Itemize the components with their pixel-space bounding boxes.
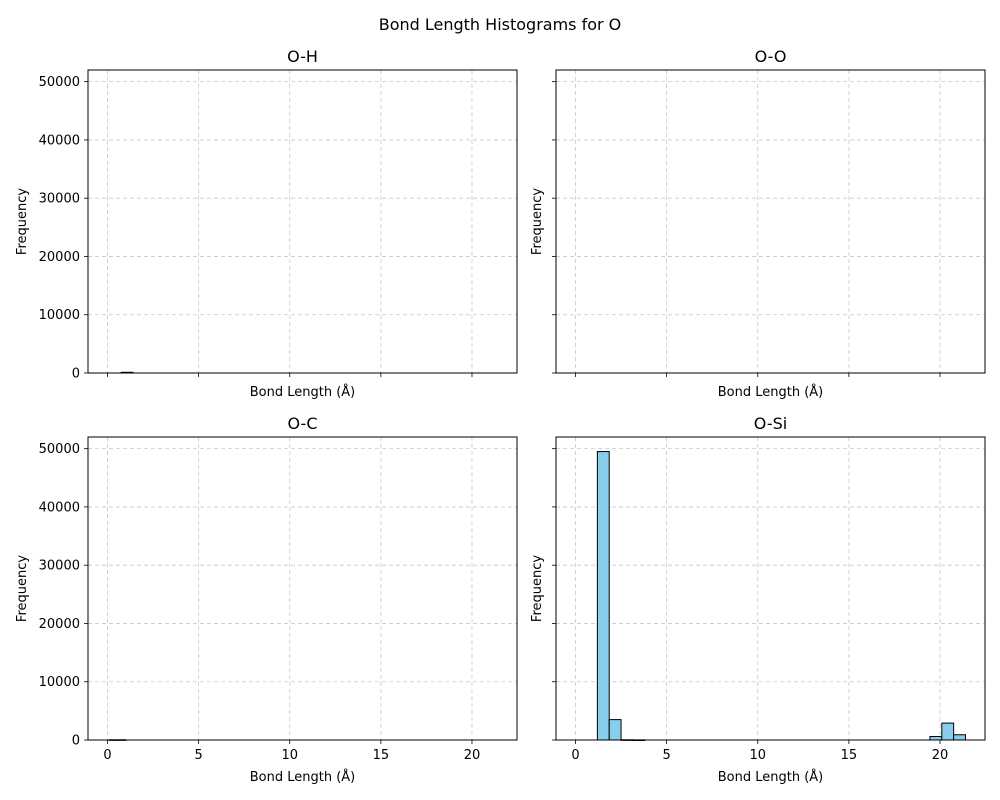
x-tick-label: 20: [932, 748, 949, 763]
histogram-bar: [608, 719, 622, 741]
axes-background: [556, 437, 985, 740]
axes-frame: [555, 436, 986, 741]
x-axis-label: Bond Length (Å): [250, 769, 356, 785]
y-tick-label: 20000: [39, 617, 80, 632]
x-tick-label: 5: [662, 748, 670, 763]
axes-frame: [87, 69, 518, 374]
y-tick-label: 40000: [39, 500, 80, 515]
y-tick-label: 0: [72, 734, 80, 749]
x-tick-label: 15: [373, 748, 390, 763]
x-tick-label: 0: [571, 748, 579, 763]
x-axis-label: Bond Length (Å): [718, 769, 824, 785]
axes-frame: [555, 69, 986, 374]
y-tick-label: 10000: [39, 308, 80, 323]
x-tick-label: 10: [749, 748, 766, 763]
axes-background: [88, 70, 517, 373]
subplot-title: O-Si: [754, 414, 787, 433]
y-axis-label: Frequency: [15, 188, 30, 255]
histogram-bar: [929, 736, 943, 741]
subplot-o-h: 0 10000 20000 30000 40000 50000 O-H Bond Length…: [15, 47, 518, 400]
axes-background: [88, 437, 517, 740]
subplot-title: O-O: [755, 47, 787, 66]
y-tick-label: 30000: [39, 192, 80, 207]
figure-suptitle: Bond Length Histograms for O: [379, 15, 622, 34]
y-tick-label: 0: [72, 367, 80, 382]
subplot-o-si: 0 5 10 15 20 O-Si Bond Length (Å) Frequency: [530, 414, 986, 785]
axes-background: [556, 70, 985, 373]
histogram-bar: [941, 722, 955, 741]
y-tick-label: 10000: [39, 675, 80, 690]
y-tick-label: 20000: [39, 250, 80, 265]
x-tick-label: 5: [194, 748, 202, 763]
x-axis-label: Bond Length (Å): [250, 384, 356, 400]
y-tick-label: 40000: [39, 133, 80, 148]
subplot-o-o: O-O Bond Length (Å) Frequency: [530, 47, 986, 400]
y-tick-label: 50000: [39, 75, 80, 90]
subplot-o-c: 0 5 10 15 20 0 10000 20000 30000 40000 50000 O-C Bon…: [15, 414, 518, 785]
x-tick-label: 10: [281, 748, 298, 763]
subplot-title: O-C: [288, 414, 318, 433]
x-tick-label: 15: [841, 748, 858, 763]
y-tick-label: 30000: [39, 559, 80, 574]
y-axis-label: Frequency: [15, 555, 30, 622]
axes-frame: [87, 436, 518, 741]
x-tick-label: 0: [103, 748, 111, 763]
y-axis-label: Frequency: [530, 555, 545, 622]
x-axis-label: Bond Length (Å): [718, 384, 824, 400]
subplot-title: O-H: [287, 47, 318, 66]
y-axis-label: Frequency: [530, 188, 545, 255]
y-tick-label: 50000: [39, 442, 80, 457]
x-tick-label: 20: [464, 748, 481, 763]
histogram-bar: [953, 734, 967, 741]
histogram-bar: [596, 451, 610, 741]
